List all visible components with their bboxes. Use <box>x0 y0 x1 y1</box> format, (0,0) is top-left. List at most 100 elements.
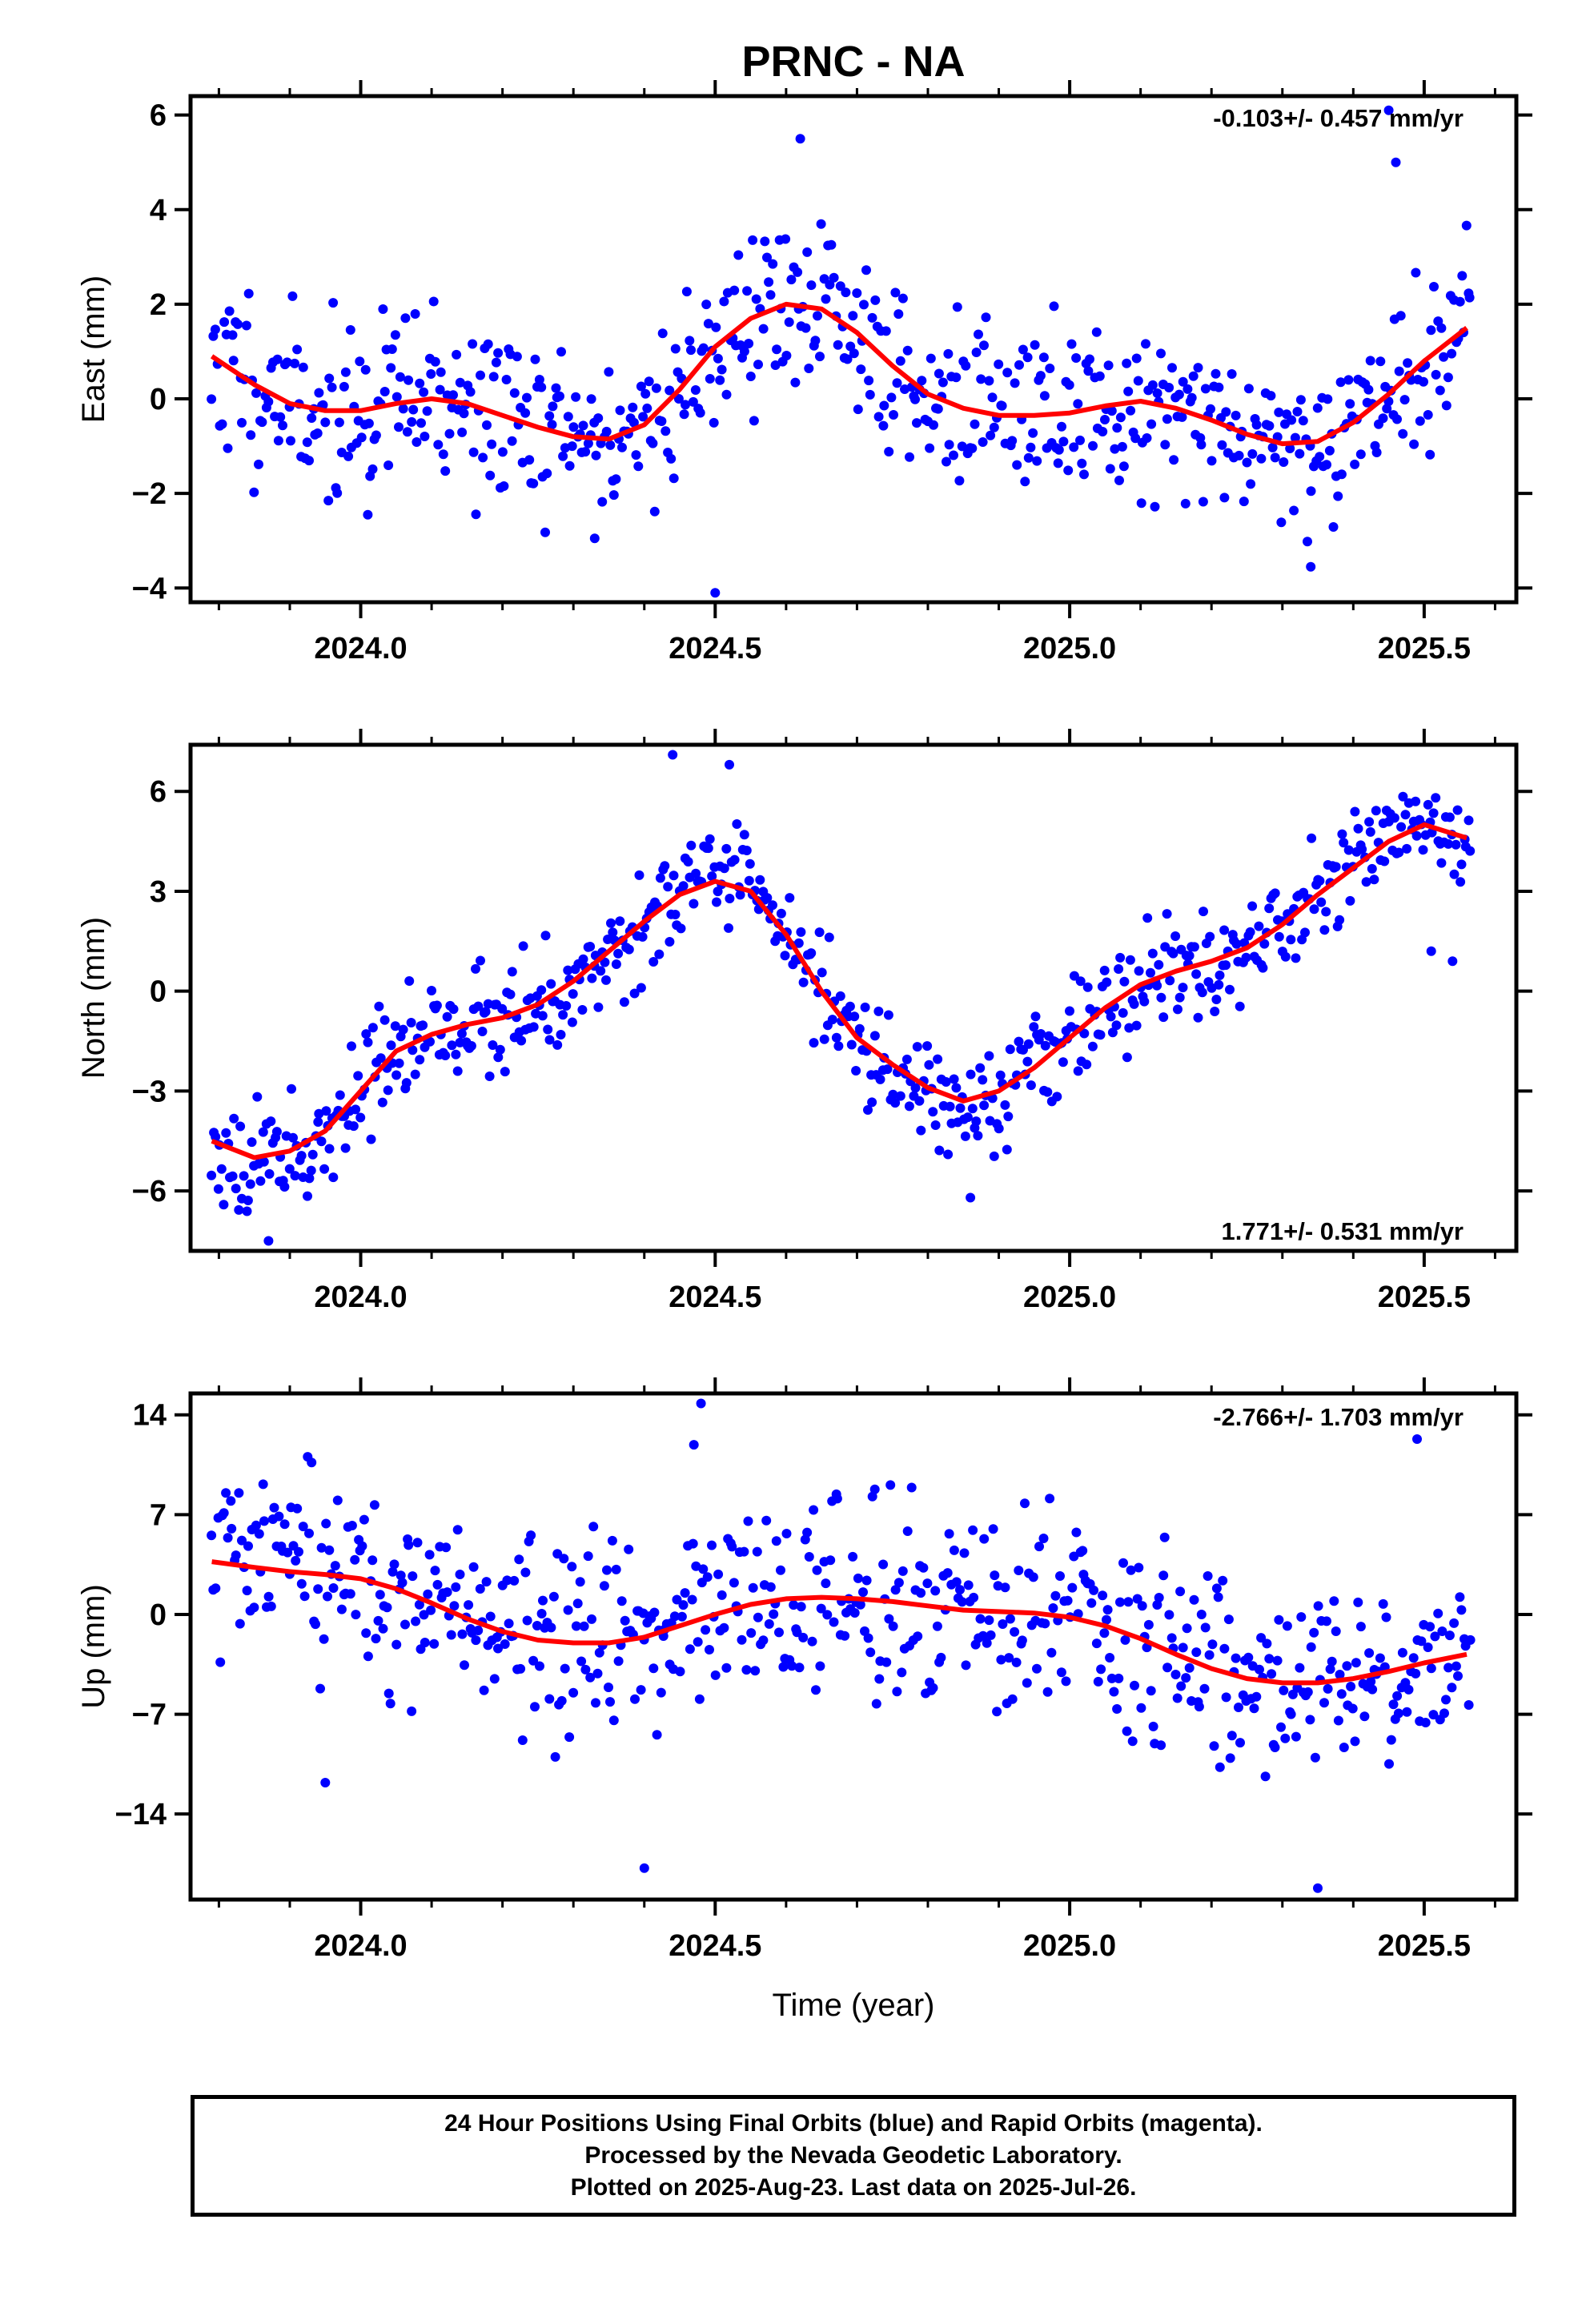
data-point <box>943 348 954 359</box>
data-point <box>564 460 575 471</box>
data-point <box>543 1024 553 1035</box>
data-point <box>516 1663 526 1674</box>
data-point <box>320 417 331 428</box>
data-point <box>735 890 745 900</box>
data-point <box>796 1602 806 1612</box>
data-point <box>812 1565 822 1575</box>
data-point <box>1333 491 1343 501</box>
data-point <box>713 1569 724 1579</box>
data-point <box>703 843 713 854</box>
data-point <box>1199 1683 1210 1694</box>
plot-frame <box>188 1391 1519 1902</box>
data-point <box>810 336 821 346</box>
data-point <box>475 1584 485 1594</box>
data-point <box>787 1661 797 1671</box>
data-point <box>601 975 611 985</box>
data-point <box>1211 1583 1222 1594</box>
data-point <box>1322 1616 1331 1626</box>
data-point <box>307 1149 318 1160</box>
data-point <box>459 408 469 419</box>
data-point <box>1331 1626 1341 1636</box>
data-point <box>1379 856 1390 866</box>
data-point <box>1198 497 1208 507</box>
data-point <box>279 1519 290 1530</box>
data-point <box>793 938 804 948</box>
data-point <box>1355 449 1366 460</box>
data-point <box>982 1638 992 1648</box>
data-point <box>952 302 962 312</box>
data-point <box>691 868 701 879</box>
data-point <box>363 418 374 428</box>
data-point <box>560 1663 570 1674</box>
data-point <box>1130 433 1141 444</box>
data-point <box>1170 1670 1181 1679</box>
data-point <box>1105 464 1115 474</box>
data-point <box>978 1630 988 1641</box>
data-point <box>848 1551 858 1562</box>
data-point <box>1251 1691 1262 1702</box>
data-point <box>1339 838 1349 848</box>
data-point <box>1219 925 1230 935</box>
data-point <box>732 819 742 829</box>
data-point <box>316 1542 327 1553</box>
data-point <box>727 1542 737 1552</box>
data-point <box>1279 1685 1289 1695</box>
data-point <box>477 1027 488 1036</box>
data-point <box>914 1096 925 1106</box>
data-point <box>369 1500 379 1510</box>
data-point <box>298 362 308 372</box>
data-point <box>580 1664 591 1675</box>
data-point <box>1184 1663 1195 1673</box>
data-point <box>846 1039 857 1050</box>
data-point <box>1150 501 1160 512</box>
chart-title: PRNC - NA <box>742 38 966 86</box>
data-point <box>758 1635 769 1646</box>
data-point <box>1193 1012 1203 1023</box>
data-point <box>1447 348 1457 359</box>
data-point <box>995 1070 1006 1080</box>
data-point <box>542 468 552 479</box>
data-point <box>670 344 681 354</box>
data-point <box>1063 465 1074 476</box>
data-point <box>825 279 835 290</box>
data-point <box>1172 1693 1182 1703</box>
data-point <box>1182 1623 1192 1634</box>
data-point <box>1146 967 1155 978</box>
data-point <box>589 533 600 544</box>
data-point <box>1114 1673 1124 1683</box>
data-point <box>941 1077 951 1087</box>
data-point <box>751 294 761 304</box>
data-point <box>379 1015 390 1025</box>
data-point <box>1363 384 1374 395</box>
data-point <box>1328 522 1339 532</box>
data-point <box>1345 895 1355 906</box>
y-tick-label: −14 <box>115 1798 167 1831</box>
data-point <box>361 1029 371 1039</box>
data-point <box>468 339 478 349</box>
data-point <box>781 234 791 244</box>
data-point <box>1124 1023 1134 1033</box>
data-point <box>479 1685 489 1695</box>
data-point <box>551 383 561 393</box>
data-point <box>408 1571 418 1582</box>
data-point <box>634 870 644 880</box>
data-point <box>471 509 481 520</box>
data-point <box>355 356 365 367</box>
data-point <box>1105 1653 1115 1663</box>
data-point <box>1408 1653 1419 1663</box>
data-point <box>970 419 980 429</box>
data-point <box>1011 1657 1022 1667</box>
data-point <box>988 1524 998 1534</box>
data-point <box>1177 412 1187 422</box>
data-point <box>546 1622 556 1633</box>
data-point <box>975 1063 986 1073</box>
data-point <box>379 387 390 396</box>
data-point <box>540 931 551 941</box>
rate-annotation: 1.771+/- 0.531 mm/yr <box>1222 1217 1464 1245</box>
data-point <box>520 1567 531 1578</box>
data-point <box>484 1072 495 1081</box>
data-point <box>936 1652 946 1663</box>
data-point <box>929 420 938 430</box>
data-point <box>611 474 621 485</box>
data-point <box>930 1120 941 1130</box>
